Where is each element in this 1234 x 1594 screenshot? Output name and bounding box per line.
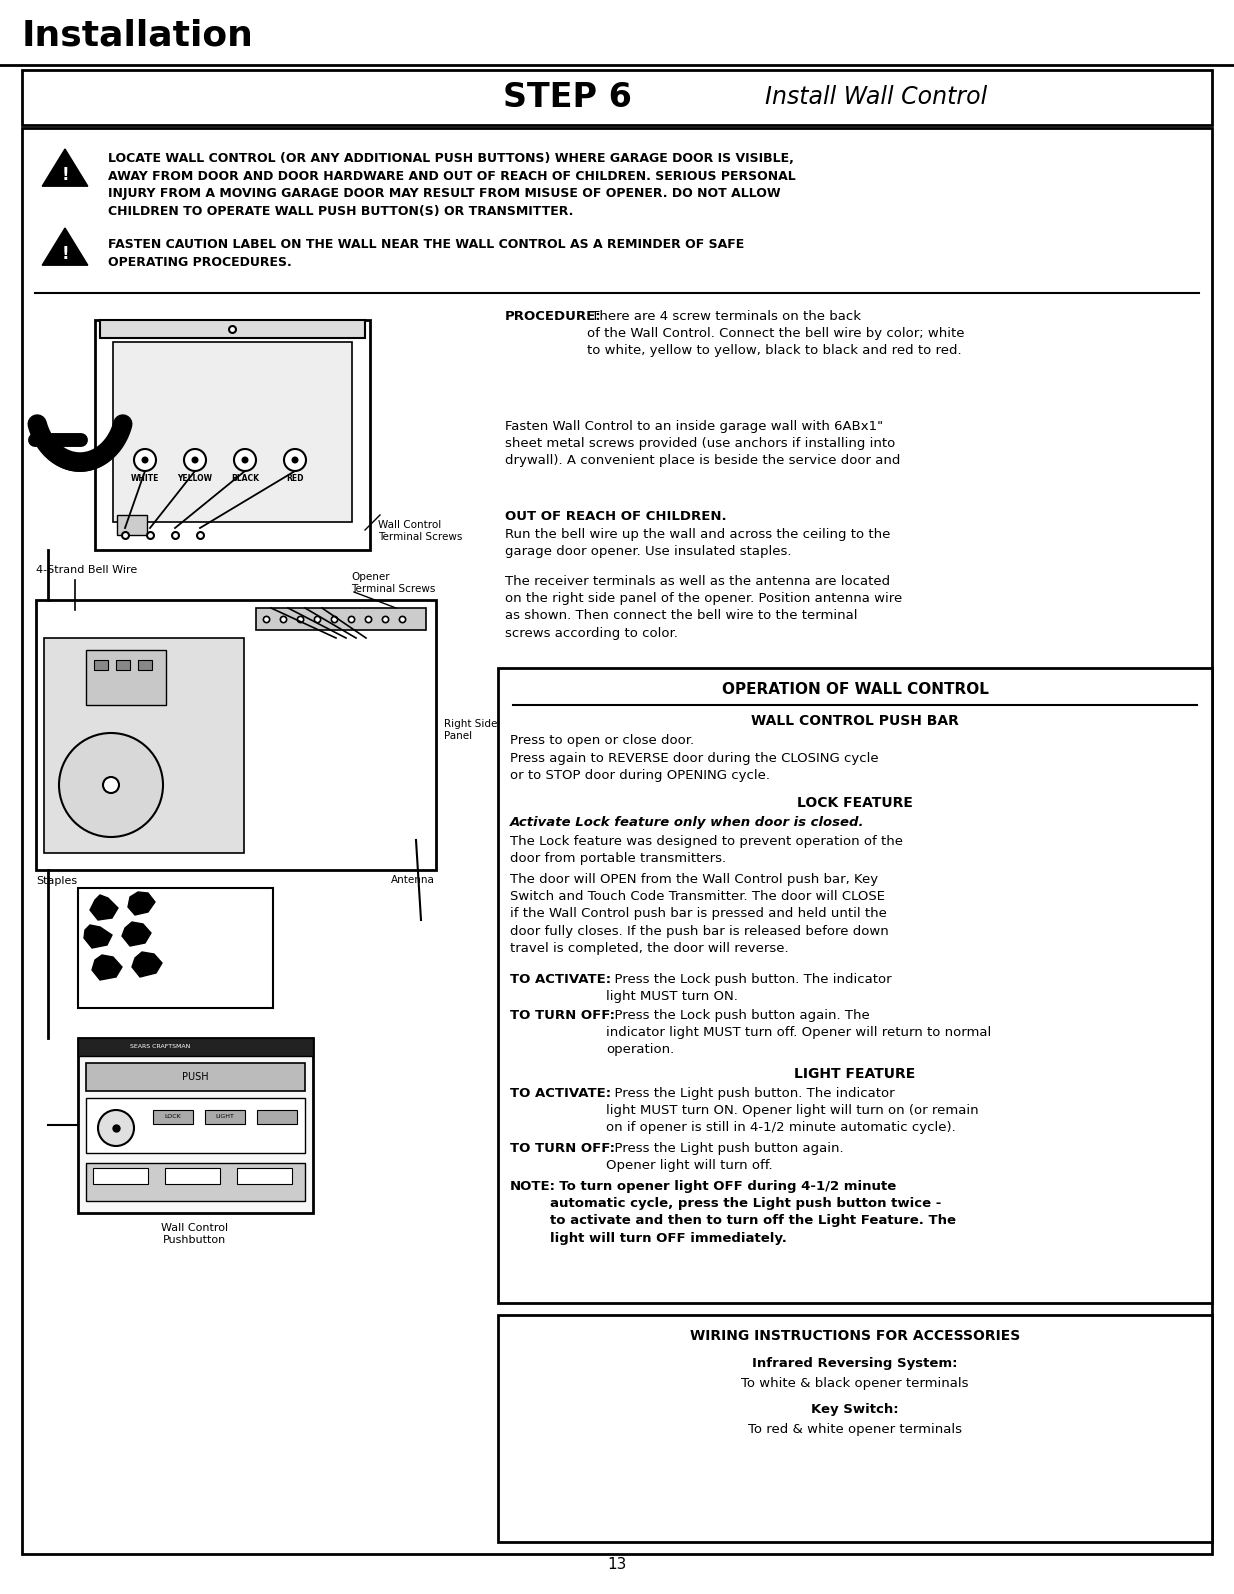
Circle shape [291, 456, 299, 464]
Polygon shape [42, 148, 88, 186]
Text: WIRING INSTRUCTIONS FOR ACCESSORIES: WIRING INSTRUCTIONS FOR ACCESSORIES [690, 1329, 1021, 1344]
Polygon shape [132, 952, 162, 977]
Text: The receiver terminals as well as the antenna are located
on the right side pane: The receiver terminals as well as the an… [505, 575, 902, 639]
Text: 13: 13 [607, 1557, 627, 1572]
Text: YELLOW: YELLOW [178, 473, 212, 483]
Circle shape [142, 456, 148, 464]
Text: WALL CONTROL PUSH BAR: WALL CONTROL PUSH BAR [752, 714, 959, 728]
Text: Press again to REVERSE door during the CLOSING cycle
or to STOP door during OPEN: Press again to REVERSE door during the C… [510, 752, 879, 783]
Text: WHITE: WHITE [131, 473, 159, 483]
FancyBboxPatch shape [78, 1038, 313, 1055]
Circle shape [234, 450, 255, 470]
FancyBboxPatch shape [138, 660, 152, 669]
Text: Wall Control
Pushbutton: Wall Control Pushbutton [162, 1223, 228, 1245]
Circle shape [242, 456, 248, 464]
Text: RED: RED [286, 473, 304, 483]
Text: Opener
Terminal Screws: Opener Terminal Screws [350, 572, 436, 595]
FancyBboxPatch shape [255, 607, 426, 630]
FancyBboxPatch shape [499, 1315, 1212, 1541]
Circle shape [191, 456, 199, 464]
FancyBboxPatch shape [86, 1063, 305, 1090]
Text: Press to open or close door.: Press to open or close door. [510, 733, 694, 748]
Text: There are 4 screw terminals on the back
of the Wall Control. Connect the bell wi: There are 4 screw terminals on the back … [587, 309, 965, 357]
FancyBboxPatch shape [165, 1168, 220, 1184]
FancyBboxPatch shape [22, 70, 1212, 124]
Text: Right Side
Panel: Right Side Panel [444, 719, 497, 741]
Text: Press the Light push button again.
Opener light will turn off.: Press the Light push button again. Opene… [606, 1141, 844, 1172]
Text: BLACK: BLACK [231, 473, 259, 483]
Text: LOCATE WALL CONTROL (OR ANY ADDITIONAL PUSH BUTTONS) WHERE GARAGE DOOR IS VISIBL: LOCATE WALL CONTROL (OR ANY ADDITIONAL P… [109, 151, 796, 217]
FancyBboxPatch shape [153, 1109, 193, 1124]
Circle shape [284, 450, 306, 470]
FancyBboxPatch shape [114, 343, 352, 521]
Circle shape [97, 1109, 135, 1146]
Text: LOCK: LOCK [164, 1114, 181, 1119]
FancyBboxPatch shape [100, 320, 365, 338]
Polygon shape [93, 955, 122, 980]
Text: PUSH: PUSH [181, 1073, 209, 1082]
FancyBboxPatch shape [93, 1168, 148, 1184]
Text: To red & white opener terminals: To red & white opener terminals [748, 1423, 963, 1436]
FancyBboxPatch shape [116, 660, 130, 669]
Text: Press the Light push button. The indicator
light MUST turn ON. Opener light will: Press the Light push button. The indicat… [606, 1087, 979, 1135]
Text: Fasten Wall Control to an inside garage wall with 6ABx1"
sheet metal screws prov: Fasten Wall Control to an inside garage … [505, 419, 901, 467]
Text: LIGHT: LIGHT [216, 1114, 234, 1119]
Text: STEP 6: STEP 6 [503, 81, 632, 113]
Text: Installation: Installation [22, 18, 254, 53]
FancyBboxPatch shape [86, 1098, 305, 1152]
Text: Antenna: Antenna [391, 875, 434, 885]
FancyBboxPatch shape [117, 515, 147, 536]
Circle shape [102, 776, 118, 792]
Text: FASTEN CAUTION LABEL ON THE WALL NEAR THE WALL CONTROL AS A REMINDER OF SAFE
OPE: FASTEN CAUTION LABEL ON THE WALL NEAR TH… [109, 238, 744, 268]
Text: SEARS CRAFTSMAN: SEARS CRAFTSMAN [130, 1044, 190, 1049]
FancyBboxPatch shape [78, 888, 273, 1007]
Text: Press the Lock push button. The indicator
light MUST turn ON.: Press the Lock push button. The indicato… [606, 972, 892, 1003]
Text: NOTE:: NOTE: [510, 1180, 557, 1192]
FancyBboxPatch shape [22, 128, 1212, 1554]
FancyBboxPatch shape [78, 1038, 313, 1213]
Polygon shape [84, 925, 112, 948]
Text: TO ACTIVATE:: TO ACTIVATE: [510, 972, 611, 987]
FancyBboxPatch shape [36, 599, 436, 870]
Circle shape [184, 450, 206, 470]
FancyBboxPatch shape [205, 1109, 246, 1124]
Text: Wall Control
Terminal Screws: Wall Control Terminal Screws [378, 520, 463, 542]
Text: Run the bell wire up the wall and across the ceiling to the
garage door opener. : Run the bell wire up the wall and across… [505, 528, 891, 558]
Text: !: ! [62, 245, 69, 263]
Text: Install Wall Control: Install Wall Control [765, 84, 987, 108]
FancyBboxPatch shape [257, 1109, 297, 1124]
Polygon shape [128, 893, 155, 915]
Polygon shape [90, 894, 118, 920]
Text: Activate Lock feature only when door is closed.: Activate Lock feature only when door is … [510, 816, 865, 829]
FancyBboxPatch shape [44, 638, 244, 853]
Circle shape [59, 733, 163, 837]
Text: The Lock feature was designed to prevent operation of the
door from portable tra: The Lock feature was designed to prevent… [510, 835, 903, 866]
FancyBboxPatch shape [499, 668, 1212, 1302]
Text: To turn opener light OFF during 4-1/2 minute
automatic cycle, press the Light pu: To turn opener light OFF during 4-1/2 mi… [550, 1180, 956, 1245]
Text: 4-Strand Bell Wire: 4-Strand Bell Wire [36, 564, 137, 575]
FancyBboxPatch shape [86, 1164, 305, 1200]
FancyBboxPatch shape [237, 1168, 292, 1184]
Text: Press the Lock push button again. The
indicator light MUST turn off. Opener will: Press the Lock push button again. The in… [606, 1009, 991, 1057]
Text: LIGHT FEATURE: LIGHT FEATURE [795, 1066, 916, 1081]
Text: TO TURN OFF:: TO TURN OFF: [510, 1141, 615, 1156]
Text: To white & black opener terminals: To white & black opener terminals [742, 1377, 969, 1390]
FancyBboxPatch shape [86, 650, 167, 705]
Text: Infrared Reversing System:: Infrared Reversing System: [753, 1356, 958, 1369]
Text: Staples: Staples [36, 877, 77, 886]
Circle shape [135, 450, 155, 470]
Text: TO ACTIVATE:: TO ACTIVATE: [510, 1087, 611, 1100]
Text: LOCK FEATURE: LOCK FEATURE [797, 795, 913, 810]
FancyBboxPatch shape [94, 660, 109, 669]
Text: TO TURN OFF:: TO TURN OFF: [510, 1009, 615, 1022]
Polygon shape [122, 921, 151, 945]
Text: OUT OF REACH OF CHILDREN.: OUT OF REACH OF CHILDREN. [505, 510, 727, 523]
Text: OPERATION OF WALL CONTROL: OPERATION OF WALL CONTROL [722, 682, 988, 697]
FancyBboxPatch shape [95, 320, 370, 550]
Polygon shape [42, 228, 88, 265]
Text: The door will OPEN from the Wall Control push bar, Key
Switch and Touch Code Tra: The door will OPEN from the Wall Control… [510, 874, 888, 955]
Text: Key Switch:: Key Switch: [811, 1403, 898, 1415]
Text: !: ! [62, 166, 69, 185]
Text: PROCEDURE:: PROCEDURE: [505, 309, 602, 324]
